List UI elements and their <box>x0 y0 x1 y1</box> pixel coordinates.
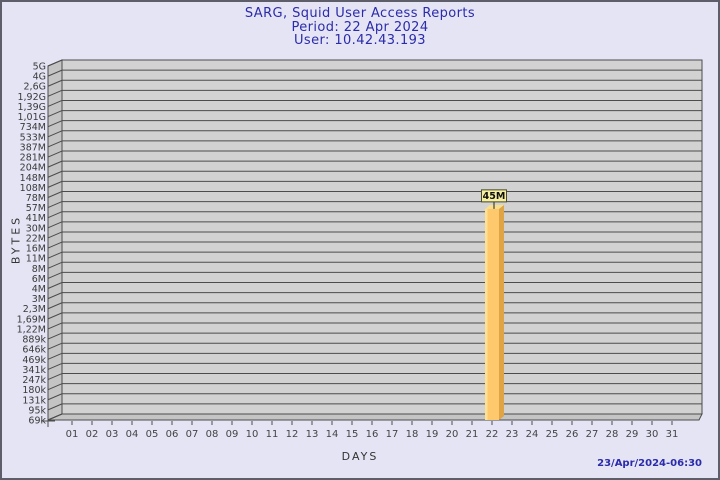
svg-text:23: 23 <box>506 429 519 440</box>
svg-text:16: 16 <box>366 429 379 440</box>
svg-text:2,6G: 2,6G <box>24 82 46 93</box>
svg-text:11M: 11M <box>26 254 46 265</box>
svg-text:108M: 108M <box>20 183 46 194</box>
svg-text:17: 17 <box>386 429 399 440</box>
svg-text:78M: 78M <box>26 193 46 204</box>
svg-text:12: 12 <box>286 429 299 440</box>
svg-text:15: 15 <box>346 429 359 440</box>
svg-text:1,22M: 1,22M <box>17 324 46 335</box>
svg-text:180k: 180k <box>22 385 46 396</box>
x-tick-labels: 01 02 03 04 05 06 07 08 09 10 11 12 13 14 15 16 17 18 19 20… <box>41 415 678 440</box>
svg-text:18: 18 <box>406 429 419 440</box>
svg-text:04: 04 <box>126 429 139 440</box>
plot-area <box>61 59 703 415</box>
svg-text:4G: 4G <box>33 72 46 83</box>
svg-text:889k: 889k <box>22 335 46 346</box>
svg-text:131k: 131k <box>22 395 46 406</box>
svg-text:646k: 646k <box>22 345 46 356</box>
svg-text:204M: 204M <box>20 163 46 174</box>
svg-text:05: 05 <box>146 429 159 440</box>
svg-text:20: 20 <box>446 429 459 440</box>
svg-text:24: 24 <box>526 429 539 440</box>
svg-text:247k: 247k <box>22 375 46 386</box>
svg-text:469k: 469k <box>22 355 46 366</box>
y-tick-labels: 5G4G2,6G1,92G1,39G1,01G734M533M387M281M2… <box>17 62 47 427</box>
bar-day-22: 45M <box>481 189 507 420</box>
svg-text:02: 02 <box>86 429 99 440</box>
svg-text:2,3M: 2,3M <box>23 304 46 315</box>
svg-text:5G: 5G <box>33 62 46 73</box>
plot-floor-3d <box>47 413 703 421</box>
svg-text:1,92G: 1,92G <box>17 92 46 103</box>
svg-text:29: 29 <box>626 429 639 440</box>
x-axis-title: DAYS <box>341 450 379 463</box>
svg-text:06: 06 <box>166 429 179 440</box>
svg-text:148M: 148M <box>20 173 46 184</box>
report-period: Period: 22 Apr 2024 <box>291 19 429 35</box>
svg-text:28: 28 <box>606 429 619 440</box>
y-gridlines <box>47 59 702 421</box>
generated-timestamp: 23/Apr/2024-06:30 <box>597 458 702 469</box>
svg-text:533M: 533M <box>20 132 46 143</box>
svg-text:281M: 281M <box>20 153 46 164</box>
svg-text:25: 25 <box>546 429 559 440</box>
svg-text:22: 22 <box>486 429 499 440</box>
svg-text:1,39G: 1,39G <box>17 102 46 113</box>
bar-value-label: 45M <box>483 191 506 202</box>
svg-text:1,01G: 1,01G <box>17 112 46 123</box>
report-user: User: 10.42.43.193 <box>294 33 426 48</box>
svg-text:07: 07 <box>186 429 199 440</box>
svg-text:03: 03 <box>106 429 119 440</box>
svg-text:13: 13 <box>306 429 319 440</box>
bar-value-box <box>481 189 507 203</box>
svg-text:10: 10 <box>246 429 259 440</box>
svg-text:57M: 57M <box>26 203 46 214</box>
svg-text:30M: 30M <box>26 223 46 234</box>
svg-text:6M: 6M <box>32 274 46 285</box>
svg-text:1,69M: 1,69M <box>17 314 46 325</box>
svg-text:26: 26 <box>566 429 579 440</box>
svg-text:08: 08 <box>206 429 219 440</box>
svg-text:69k: 69k <box>28 416 46 427</box>
svg-text:11: 11 <box>266 429 279 440</box>
svg-text:3M: 3M <box>32 294 46 305</box>
svg-text:21: 21 <box>466 429 479 440</box>
svg-text:41M: 41M <box>26 213 46 224</box>
svg-text:09: 09 <box>226 429 239 440</box>
svg-text:30: 30 <box>646 429 659 440</box>
svg-text:22M: 22M <box>26 233 46 244</box>
svg-text:31: 31 <box>666 429 679 440</box>
svg-text:16M: 16M <box>26 244 46 255</box>
svg-text:19: 19 <box>426 429 439 440</box>
svg-text:387M: 387M <box>20 142 46 153</box>
svg-text:8M: 8M <box>32 264 46 275</box>
svg-text:734M: 734M <box>20 122 46 133</box>
svg-text:95k: 95k <box>28 405 46 416</box>
svg-text:341k: 341k <box>22 365 46 376</box>
svg-text:14: 14 <box>326 429 339 440</box>
report-header: SARG, Squid User Access Reports Period: … <box>2 7 718 48</box>
svg-text:4M: 4M <box>32 284 46 295</box>
svg-text:27: 27 <box>586 429 599 440</box>
svg-text:01: 01 <box>66 429 79 440</box>
y-axis-title: BYTES <box>9 214 23 265</box>
report-title: SARG, Squid User Access Reports <box>244 6 476 21</box>
